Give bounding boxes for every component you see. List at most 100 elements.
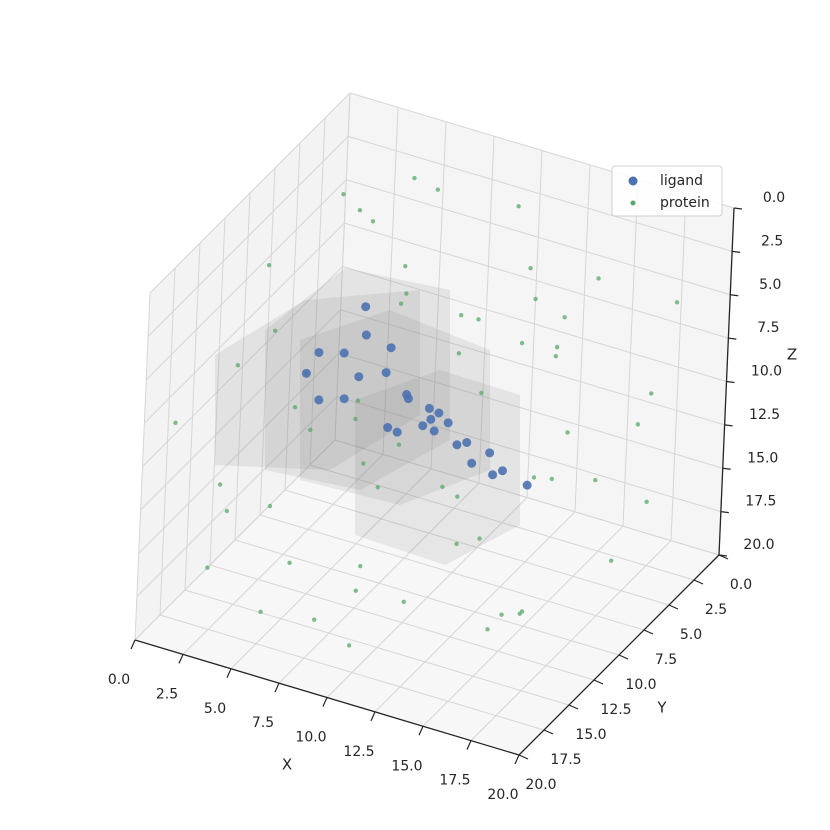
protein-point (440, 484, 445, 490)
ligand-point (381, 368, 391, 378)
x-tick (226, 668, 232, 678)
y-tick (693, 579, 704, 585)
protein-point (287, 560, 292, 565)
y-tick-label: 15.0 (575, 727, 606, 743)
y-tick (543, 729, 554, 735)
grid-line (138, 352, 340, 554)
grid-line (147, 136, 349, 337)
protein-point (549, 476, 555, 482)
y-tick (618, 654, 629, 660)
grid-line (145, 179, 347, 381)
protein-point (355, 398, 361, 403)
ligand-point (485, 448, 495, 458)
grid-line (184, 589, 570, 706)
y-tick-label: 20.0 (525, 777, 556, 793)
protein-point (485, 627, 490, 632)
protein-point (553, 354, 559, 359)
protein-point (435, 187, 441, 192)
x-tick (466, 740, 472, 750)
protein-point (370, 219, 376, 224)
z-tick (722, 467, 731, 470)
protein-point (267, 503, 273, 509)
ligand-point (392, 427, 402, 437)
y-tick-label: 2.5 (705, 602, 727, 618)
protein-point (312, 617, 317, 622)
y-tick-label: 10.0 (625, 677, 656, 693)
protein-point (608, 558, 614, 563)
protein-point (565, 430, 570, 435)
protein-point (292, 405, 298, 410)
grid-line (149, 92, 351, 294)
protein-point (477, 536, 482, 541)
x-tick-label: 10.0 (295, 730, 326, 746)
ligand-point (497, 466, 507, 476)
protein-point (205, 565, 210, 570)
x-tick (178, 654, 184, 664)
ligand-point (522, 480, 532, 490)
grid-line (259, 514, 645, 631)
grid-line (209, 564, 595, 681)
ligand-point (418, 421, 428, 431)
z-tick (728, 337, 737, 340)
grid-line (338, 352, 723, 469)
grid-line (144, 222, 345, 424)
x-tick-label: 17.5 (439, 773, 470, 789)
z-tick (720, 511, 729, 514)
x-tick (274, 682, 280, 693)
z-axis-line (718, 207, 735, 556)
y-tick-label: 7.5 (655, 652, 677, 668)
protein-point (412, 175, 417, 181)
protein-point (517, 611, 522, 616)
z-tick-label: 20.0 (743, 537, 774, 553)
legend-label: ligand (660, 173, 703, 189)
legend-label: protein (660, 195, 710, 211)
z-tick (724, 424, 733, 427)
legend-box (611, 165, 723, 217)
z-tick (733, 207, 743, 210)
legend-marker (628, 176, 638, 186)
protein-point (519, 340, 525, 346)
ligand-point (386, 343, 396, 353)
protein-point (396, 442, 402, 447)
z-tick (726, 380, 735, 384)
protein-point (357, 208, 363, 213)
ligand-point (383, 423, 393, 433)
protein-point (266, 263, 272, 268)
protein-point (272, 328, 278, 333)
protein-point (596, 276, 601, 281)
z-tick-label: 17.5 (745, 494, 776, 510)
protein-point (341, 192, 346, 197)
y-tick (668, 604, 679, 610)
protein-point (649, 391, 654, 396)
protein-point (516, 204, 521, 209)
y-tick-label: 17.5 (550, 752, 581, 768)
ligand-point (354, 372, 364, 382)
points (173, 175, 680, 648)
grid-line (134, 439, 336, 641)
ligand-point (361, 302, 371, 312)
z-tick-label: 10.0 (751, 364, 782, 380)
grid-line (136, 396, 338, 597)
ligand-point (443, 418, 453, 428)
ligand-point (452, 440, 462, 450)
grid-line (347, 135, 733, 252)
protein-point (499, 612, 504, 617)
x-tick-label: 12.5 (343, 744, 374, 760)
protein-point (401, 599, 406, 605)
x-tick (322, 697, 328, 707)
protein-point (217, 482, 223, 487)
grid-line (346, 179, 731, 296)
protein-point (476, 317, 481, 322)
x-tick-label: 5.0 (204, 701, 226, 717)
ligand-point (426, 414, 436, 424)
z-tick-label: 12.5 (749, 407, 780, 423)
ligand-point (434, 408, 444, 418)
protein-point (455, 494, 460, 499)
protein-point (458, 312, 464, 318)
x-tick-label: 0.0 (108, 672, 130, 688)
z-tick-label: 5.0 (759, 277, 781, 293)
ligand-point (339, 394, 349, 404)
protein-point (346, 643, 352, 648)
protein-point (398, 301, 404, 306)
